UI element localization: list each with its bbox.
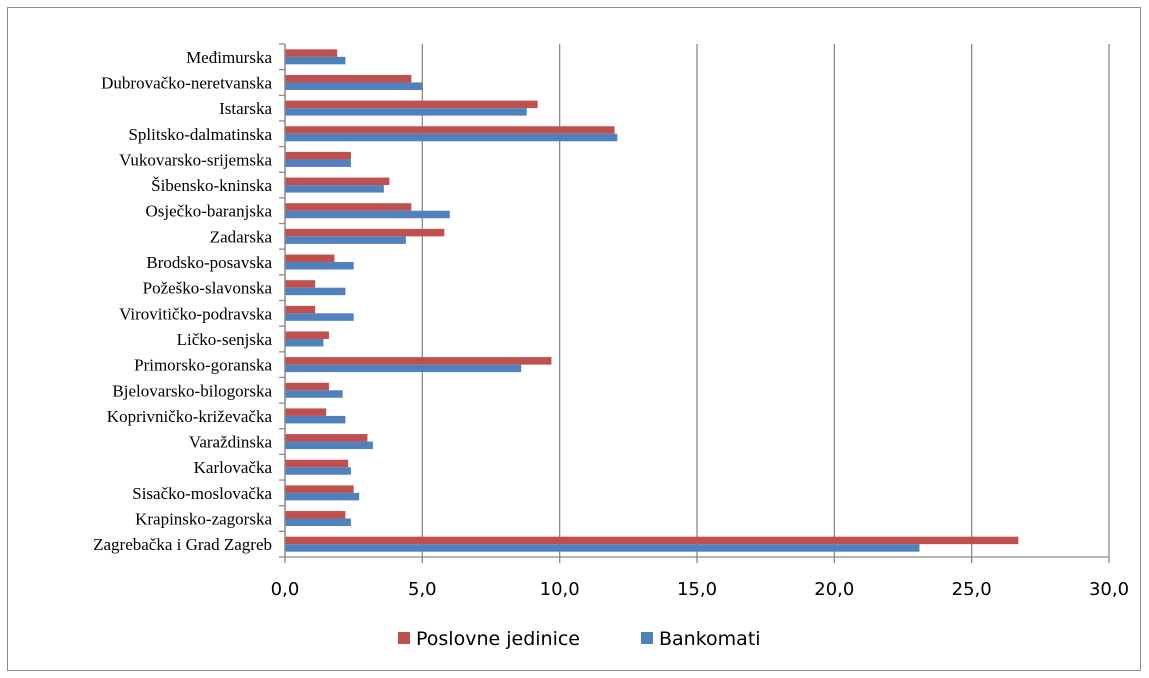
bar-bankomati	[285, 338, 324, 347]
category-label: Ličko-senjska	[177, 330, 273, 349]
bar-bankomati	[285, 415, 346, 424]
category-label: Krapinsko-zagorska	[135, 510, 272, 529]
bar-bankomati	[285, 313, 354, 321]
bar-bankomati	[285, 82, 423, 90]
category-label: Brodsko-posavska	[146, 253, 272, 272]
bar-bankomati	[285, 108, 527, 116]
bar-poslovne-jedinice	[285, 177, 390, 186]
bar-poslovne-jedinice	[285, 485, 354, 493]
bar-bankomati	[285, 210, 450, 219]
bar-bankomati	[285, 56, 346, 65]
bar-poslovne-jedinice	[285, 228, 445, 237]
x-tick-label: 15,0	[677, 579, 717, 600]
bar-poslovne-jedinice	[285, 357, 552, 365]
bar-bankomati	[285, 467, 351, 475]
bar-poslovne-jedinice	[285, 151, 351, 160]
category-label: Zadarska	[210, 227, 273, 246]
bar-poslovne-jedinice	[285, 280, 316, 288]
bar-poslovne-jedinice	[285, 408, 327, 416]
bar-bankomati	[285, 159, 351, 167]
bar-poslovne-jedinice	[285, 74, 412, 83]
bar-bankomati	[285, 236, 406, 244]
category-label: Međimurska	[186, 48, 272, 67]
bar-bankomati	[285, 390, 343, 398]
bar-poslovne-jedinice	[285, 203, 412, 211]
category-label: Varaždinska	[189, 433, 273, 452]
x-tick-label: 0,0	[271, 579, 300, 600]
bar-poslovne-jedinice	[285, 459, 349, 468]
x-tick-label: 5,0	[408, 579, 437, 600]
category-label: Koprivničko-križevačka	[107, 407, 273, 426]
bar-poslovne-jedinice	[285, 305, 316, 314]
bar-poslovne-jedinice	[285, 126, 615, 134]
bar-bankomati	[285, 441, 373, 450]
category-label: Vukovarsko-srijemska	[119, 150, 272, 169]
bar-bankomati	[285, 492, 360, 501]
legend-swatch-bankomati	[641, 632, 653, 644]
bar-poslovne-jedinice	[285, 434, 368, 442]
bar-bankomati	[285, 364, 522, 373]
category-label: Karlovačka	[194, 458, 273, 477]
x-tick-label: 10,0	[540, 579, 580, 600]
bar-bankomati	[285, 518, 351, 527]
legend-label-bankomati: Bankomati	[659, 628, 761, 650]
bar-poslovne-jedinice	[285, 49, 338, 57]
category-label: Dubrovačko-neretvanska	[101, 73, 272, 92]
bar-poslovne-jedinice	[285, 100, 538, 109]
category-label: Splitsko-dalmatinska	[128, 125, 272, 144]
category-label: Osječko-baranjska	[145, 202, 272, 221]
bar-bankomati	[285, 287, 346, 296]
category-label: Virovitičko-podravska	[119, 304, 272, 323]
category-label: Primorsko-goranska	[134, 356, 272, 375]
bar-poslovne-jedinice	[285, 536, 1019, 545]
x-tick-label: 20,0	[814, 579, 854, 600]
category-label: Sisačko-moslovačka	[132, 484, 272, 503]
category-label: Bjelovarsko-bilogorska	[112, 381, 272, 400]
category-label: Zagrebačka i Grad Zagreb	[93, 535, 272, 554]
bar-bankomati	[285, 262, 354, 270]
bar-bankomati	[285, 185, 384, 193]
legend-swatch-poslovne-jedinice	[398, 632, 410, 644]
bar-bankomati	[285, 544, 920, 552]
bar-poslovne-jedinice	[285, 382, 329, 391]
bar-poslovne-jedinice	[285, 331, 329, 339]
chart-svg: Zagrebačka i Grad Zagreb Krapinsko-zagors…	[93, 43, 1129, 650]
category-label: Istarska	[219, 99, 272, 118]
bar-poslovne-jedinice	[285, 254, 335, 263]
category-label: Šibensko-kninska	[151, 176, 272, 195]
bar-poslovne-jedinice	[285, 511, 346, 519]
bar-bankomati	[285, 133, 618, 142]
chart-frame: Zagrebačka i Grad Zagreb Krapinsko-zagors…	[7, 7, 1141, 671]
category-label: Požeško-slavonska	[143, 279, 273, 298]
legend-label-poslovne-jedinice: Poslovne jedinice	[416, 628, 580, 650]
x-tick-label: 30,0	[1089, 579, 1129, 600]
x-tick-label: 25,0	[952, 579, 992, 600]
